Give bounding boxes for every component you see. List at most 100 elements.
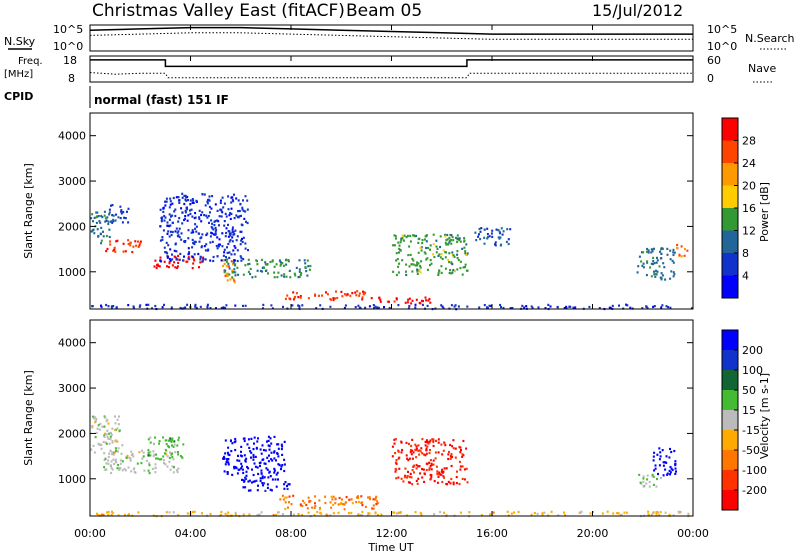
range-cell [128,513,131,516]
range-cell [656,270,659,273]
beam-label: Beam 05 [346,1,422,21]
range-cell [187,247,190,250]
range-cell [321,294,323,297]
range-cell [236,259,239,263]
range-cell [115,306,118,309]
colorbar-tick-label: 100 [742,364,763,377]
range-cell [191,246,194,249]
range-cell [429,465,432,468]
range-cell [259,448,262,451]
range-tick-label: 1000 [58,266,86,279]
range-cell [658,458,661,461]
range-cell [281,445,284,448]
range-cell [557,514,560,517]
range-cell [212,233,215,236]
range-cell [243,217,246,220]
range-cell [463,246,466,249]
range-cell [361,298,364,301]
range-cell [641,251,643,254]
range-cell [646,478,649,481]
range-cell [375,495,378,498]
range-cell [110,467,113,470]
range-cell [266,468,269,471]
range-cell [92,220,94,223]
range-cell [159,256,162,259]
range-cell [242,236,245,239]
range-cell [657,472,659,476]
range-cell [660,247,663,250]
range-cell [119,462,122,465]
range-cell [397,241,400,244]
range-cell [395,468,398,471]
range-cell [252,455,255,459]
range-tick-label: 2000 [58,427,86,440]
range-cell [118,430,121,433]
range-cell [240,467,242,470]
range-cell [270,304,273,307]
range-cell [430,468,433,471]
range-cell [97,442,100,445]
range-cell [285,258,288,261]
range-cell [245,220,247,223]
range-cell [318,499,321,502]
range-cell [656,259,659,262]
range-cell [198,240,201,243]
range-cell [179,455,182,458]
range-cell [450,242,453,245]
range-cell [344,501,347,504]
range-cell [565,307,568,310]
range-cell [672,261,675,264]
range-cell [247,263,249,266]
range-cell [106,418,109,422]
range-cell [653,270,655,273]
range-cell [637,265,640,268]
range-cell [100,226,103,229]
range-cell [107,222,110,226]
range-cell [171,444,173,447]
range-cell [648,485,651,488]
range-cell [451,445,454,448]
range-cell [288,483,291,486]
range-cell [425,240,428,243]
range-cell [248,513,251,516]
range-cell [661,274,664,277]
range-cell [444,235,447,238]
range-cell [112,214,115,217]
range-cell [200,213,203,217]
range-cell [177,514,180,517]
range-cell [659,276,662,279]
range-cell [217,245,220,248]
range-cell [395,252,398,255]
range-cell [185,196,188,199]
range-cell [418,301,421,304]
range-cell [152,442,155,445]
range-cell [154,471,157,474]
range-cell [230,212,233,215]
range-cell [190,231,193,234]
range-cell [224,452,227,455]
range-cell [202,257,205,260]
range-cell [262,307,264,310]
range-cell [675,470,677,473]
range-cell [284,507,287,511]
range-cell [216,209,219,212]
range-cell [372,304,375,307]
range-cell [233,268,236,271]
range-cell [397,476,400,479]
range-cell [669,306,672,309]
range-cell [507,238,510,241]
range-cell [117,450,119,453]
range-cell [421,242,424,245]
range-cell [173,443,176,446]
range-cell [273,450,276,453]
range-cell [432,253,435,256]
cpid-text: normal (fast) 151 IF [94,93,229,107]
range-cell [225,304,228,307]
range-cell [283,275,286,278]
range-cell [641,307,644,310]
range-cell [340,498,343,501]
